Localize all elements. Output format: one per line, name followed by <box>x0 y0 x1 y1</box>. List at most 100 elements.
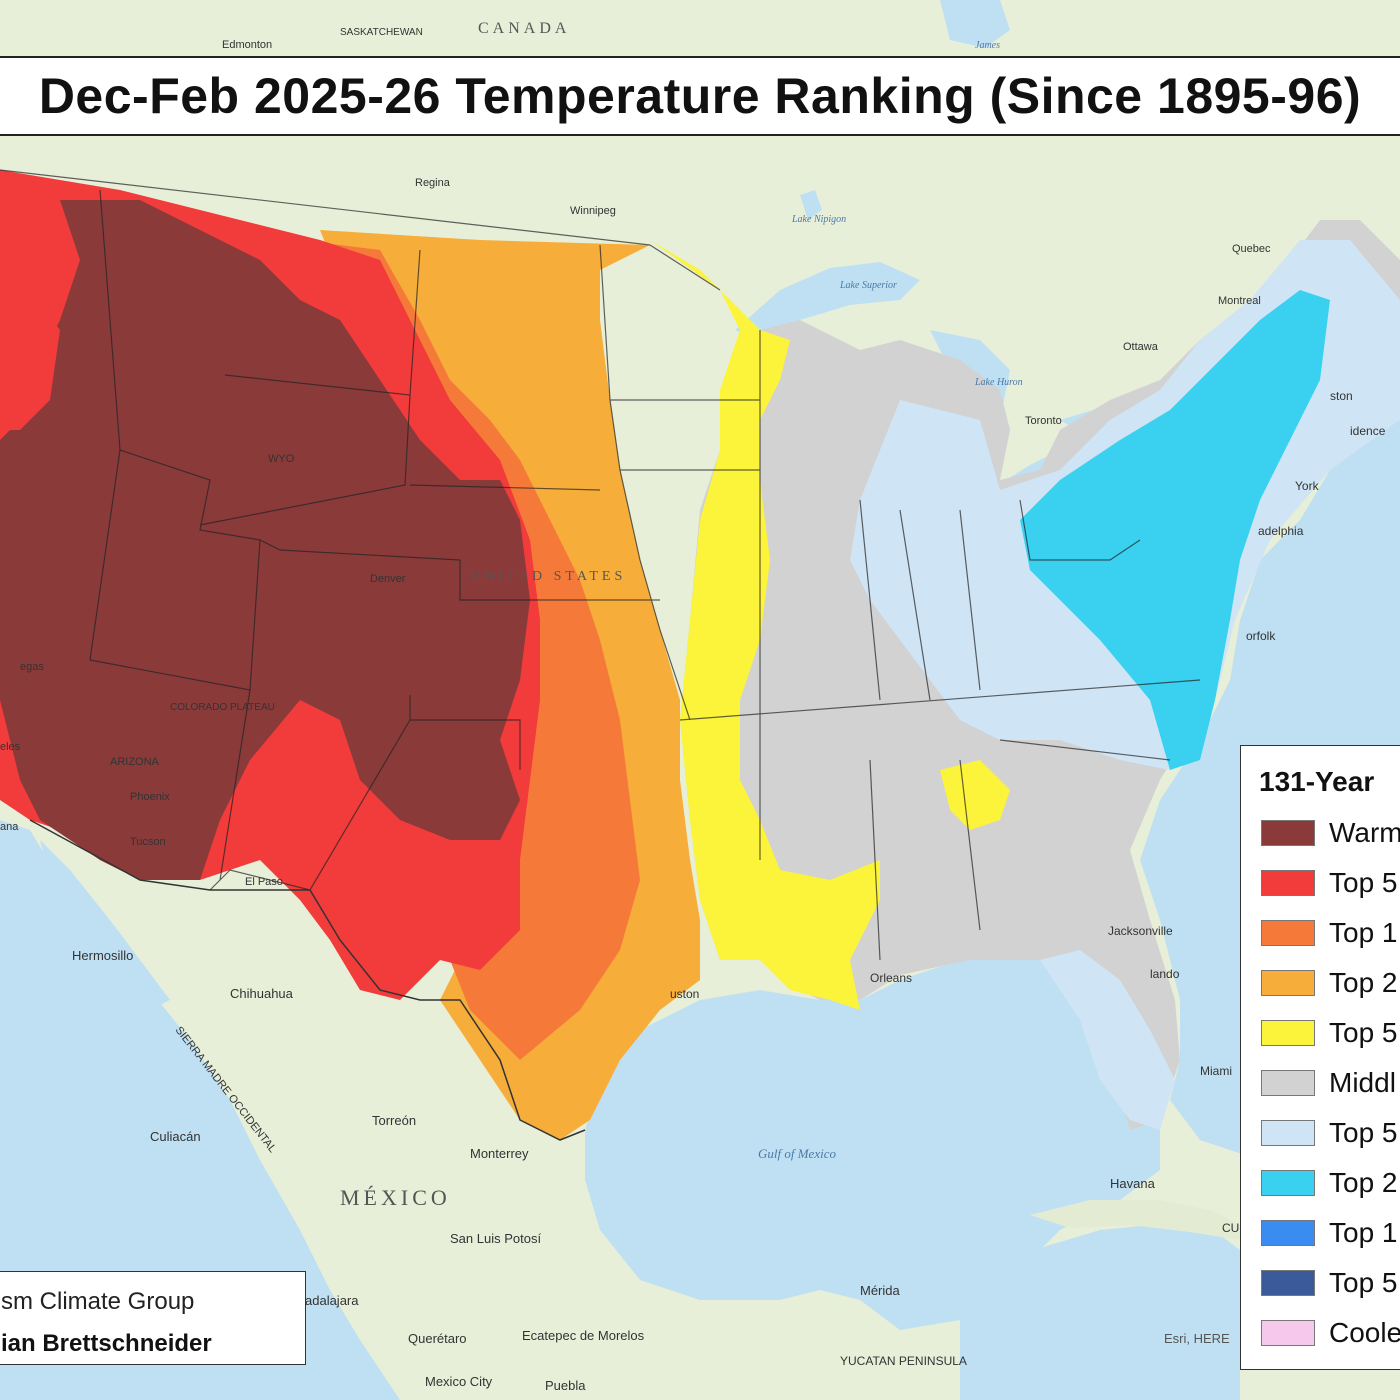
label-providence: idence <box>1350 424 1386 438</box>
legend-label: Top 2 <box>1329 1167 1398 1198</box>
legend-item: Top 2 <box>1261 966 1398 1000</box>
label-puebla: Puebla <box>545 1378 586 1393</box>
label-edmonton: Edmonton <box>222 39 272 51</box>
legend-item: Warm <box>1261 816 1400 850</box>
label-quebec: Quebec <box>1232 243 1271 255</box>
legend-item: Top 2 <box>1261 1166 1398 1200</box>
legend-swatch <box>1261 1020 1315 1046</box>
zone-top5-patch-nw <box>0 290 60 430</box>
label-tucson: Tucson <box>130 836 166 848</box>
label-las-vegas: egas <box>20 661 44 673</box>
label-new-orleans: Orleans <box>870 971 912 985</box>
lake-superior <box>735 262 920 340</box>
label-ecatepec: Ecatepec de Morelos <box>522 1328 645 1343</box>
label-mexico-city: Mexico City <box>425 1374 493 1389</box>
label-orlando: lando <box>1150 967 1180 981</box>
map-attribution: Esri, HERE <box>1164 1331 1230 1346</box>
pacific-ocean <box>0 820 400 1400</box>
label-philadelphia: adelphia <box>1258 524 1304 538</box>
label-wyoming: WYO <box>268 453 295 465</box>
label-arizona: ARIZONA <box>110 756 160 768</box>
legend-label: Coole <box>1329 1317 1400 1348</box>
legend-label: Top 1 <box>1329 1217 1398 1248</box>
label-los-angeles: eles <box>0 741 21 753</box>
label-queretaro: Querétaro <box>408 1331 467 1346</box>
legend-item: Top 5 <box>1261 1266 1398 1300</box>
legend-item: Coole <box>1261 1316 1400 1350</box>
legend-item: Top 5 <box>1261 1016 1398 1050</box>
label-houston: uston <box>670 987 699 1001</box>
legend-item: Middl <box>1261 1066 1396 1100</box>
label-torreon: Torreón <box>372 1113 416 1128</box>
label-united-states: UNITED STATES <box>470 569 626 584</box>
map-title: Dec-Feb 2025-26 Temperature Ranking (Sin… <box>38 68 1362 124</box>
label-havana: Havana <box>1110 1176 1156 1191</box>
legend: 131-Year Warm Top 5 Top 1 Top 2 Top 5 Middl To… <box>1240 745 1400 1370</box>
legend-label: Top 5 <box>1329 867 1398 898</box>
label-guadalajara: adalajara <box>305 1293 359 1308</box>
label-boston: ston <box>1330 389 1353 403</box>
cuba-island <box>1030 1200 1240 1240</box>
label-lake-nipigon: Lake Nipigon <box>791 214 846 225</box>
legend-title: 131-Year <box>1259 766 1375 797</box>
label-hermosillo: Hermosillo <box>72 948 133 963</box>
zone-plains-top50-warm <box>480 240 880 1010</box>
legend-swatch <box>1261 870 1315 896</box>
label-jacksonville: Jacksonville <box>1108 924 1173 938</box>
legend-label: Middl <box>1329 1067 1396 1098</box>
legend-label: Top 1 <box>1329 917 1398 948</box>
legend-swatch <box>1261 1170 1315 1196</box>
zone-warmest <box>0 200 530 880</box>
label-phoenix: Phoenix <box>130 791 170 803</box>
label-lake-huron: Lake Huron <box>974 377 1023 388</box>
legend-item: Top 1 <box>1261 916 1398 950</box>
credit-box: sm Climate Group ian Brettschneider <box>0 1271 306 1365</box>
zone-southeast-yellow <box>940 760 1010 830</box>
legend-item: Top 1 <box>1261 1216 1398 1250</box>
label-ottawa: Ottawa <box>1123 341 1159 353</box>
legend-swatch <box>1261 1320 1315 1346</box>
legend-label: Top 2 <box>1329 967 1398 998</box>
legend-item: Top 5 <box>1261 866 1398 900</box>
legend-swatch <box>1261 820 1315 846</box>
legend-item: Top 5 <box>1261 1116 1398 1150</box>
label-chihuahua: Chihuahua <box>230 986 294 1001</box>
label-denver: Denver <box>370 573 406 585</box>
label-merida: Mérida <box>860 1283 901 1298</box>
label-gulf-of-mexico: Gulf of Mexico <box>758 1146 836 1161</box>
legend-swatch <box>1261 1070 1315 1096</box>
label-san-luis-potosi: San Luis Potosí <box>450 1231 541 1246</box>
ranking-zones <box>0 170 1400 1140</box>
legend-label: Top 5 <box>1329 1267 1398 1298</box>
legend-swatch <box>1261 1220 1315 1246</box>
state-boundaries <box>0 169 1201 961</box>
zone-florida-cool <box>1040 950 1175 1130</box>
legend-label: Top 5 <box>1329 1017 1398 1048</box>
legend-swatch <box>1261 1120 1315 1146</box>
label-tijuana: ana <box>0 821 19 833</box>
caribbean-sea <box>960 1220 1240 1400</box>
label-miami: Miami <box>1200 1064 1232 1078</box>
zone-warmest-patch-texas <box>420 720 500 810</box>
map-title-box: Dec-Feb 2025-26 Temperature Ranking (Sin… <box>0 56 1400 136</box>
label-montreal: Montreal <box>1218 295 1261 307</box>
james-bay <box>940 0 1010 48</box>
legend-label: Warm <box>1329 817 1400 848</box>
label-yucatan: YUCATAN PENINSULA <box>840 1354 967 1368</box>
legend-label: Top 5 <box>1329 1117 1398 1148</box>
label-culiacan: Culiacán <box>150 1129 201 1144</box>
label-winnipeg: Winnipeg <box>570 205 616 217</box>
credit-author: ian Brettschneider <box>1 1330 212 1357</box>
us-mexico-border <box>29 819 586 1141</box>
label-regina: Regina <box>415 177 451 189</box>
label-saskatchewan: SASKATCHEWAN <box>340 27 423 38</box>
legend-swatch <box>1261 920 1315 946</box>
label-new-york: York <box>1295 479 1320 493</box>
label-el-paso: El Paso <box>245 876 283 888</box>
label-james-bay: James <box>975 40 1000 51</box>
label-norfolk: orfolk <box>1246 629 1276 643</box>
lake-nipigon <box>800 190 822 220</box>
label-toronto: Toronto <box>1025 415 1062 427</box>
credit-organization: sm Climate Group <box>1 1288 195 1315</box>
